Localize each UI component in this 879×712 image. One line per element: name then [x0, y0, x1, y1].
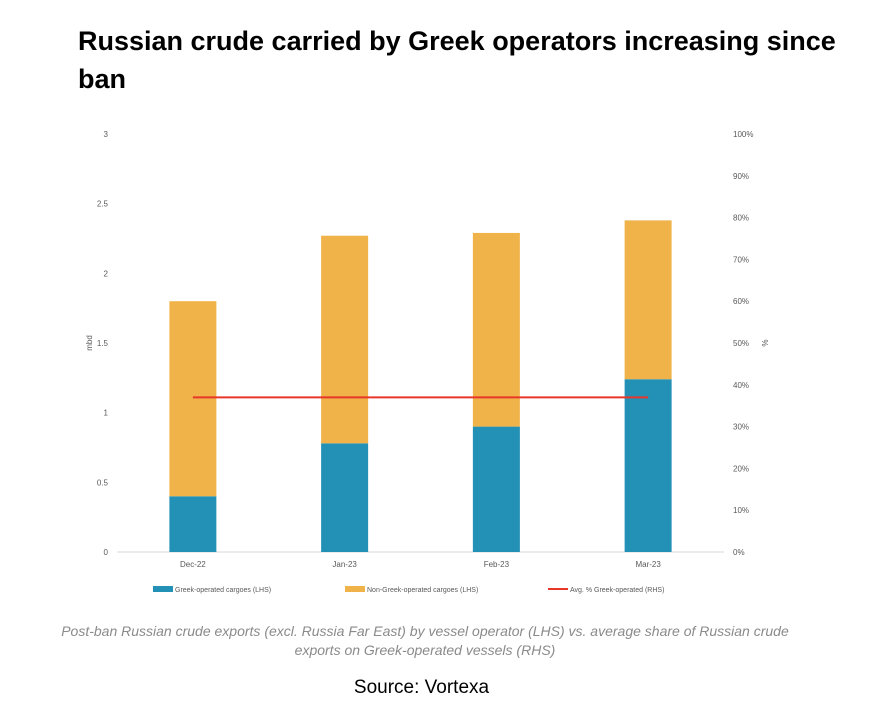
- x-tick-label: Mar-23: [635, 560, 661, 569]
- greek-operated-bar: [169, 496, 217, 552]
- non-greek-operated-bar: [472, 232, 520, 427]
- legend-swatch: [345, 586, 365, 592]
- bars-group: [169, 220, 672, 552]
- right-tick-label: 10%: [733, 506, 749, 515]
- left-tick-label: 2.5: [97, 200, 109, 209]
- chart-caption: Post-ban Russian crude exports (excl. Ru…: [61, 623, 789, 658]
- left-axis-ticks: 0 0.5 1 1.5 2 2.5 3: [97, 130, 109, 557]
- legend-swatch: [153, 586, 173, 592]
- right-tick-label: 90%: [733, 172, 749, 181]
- chart-title: Russian crude carried by Greek operators…: [78, 26, 836, 94]
- y-axis-title: mbd: [85, 335, 94, 351]
- right-tick-label: 30%: [733, 423, 749, 432]
- x-tick-label: Jan-23: [332, 560, 357, 569]
- right-axis-ticks: 0% 10% 20% 30% 40% 50% 60% 70% 80% 90% 100%: [733, 130, 753, 557]
- x-tick-label: Dec-22: [180, 560, 206, 569]
- right-tick-label: 20%: [733, 464, 749, 473]
- left-tick-label: 1: [104, 409, 109, 418]
- right-tick-label: 80%: [733, 214, 749, 223]
- right-tick-label: 50%: [733, 339, 749, 348]
- non-greek-operated-bar: [169, 301, 217, 497]
- right-tick-label: 60%: [733, 297, 749, 306]
- greek-operated-bar: [472, 426, 520, 552]
- greek-operated-bar: [624, 379, 672, 552]
- left-tick-label: 0.5: [97, 478, 109, 487]
- legend-label: Avg. % Greek-operated (RHS): [570, 587, 664, 594]
- right-tick-label: 70%: [733, 255, 749, 264]
- y2-axis-title: %: [760, 339, 769, 346]
- left-tick-label: 3: [104, 130, 109, 139]
- legend: Greek-operated cargoes (LHS) Non-Greek-op…: [153, 586, 664, 594]
- left-tick-label: 0: [104, 548, 109, 557]
- non-greek-operated-bar: [321, 235, 369, 444]
- right-tick-label: 100%: [733, 130, 753, 139]
- x-tick-label: Feb-23: [484, 560, 510, 569]
- right-tick-label: 40%: [733, 381, 749, 390]
- category-labels: Dec-22 Jan-23 Feb-23 Mar-23: [180, 560, 661, 569]
- legend-label: Non-Greek-operated cargoes (LHS): [367, 587, 478, 594]
- non-greek-operated-bar: [624, 220, 672, 380]
- legend-label: Greek-operated cargoes (LHS): [175, 587, 271, 594]
- left-tick-label: 1.5: [97, 339, 109, 348]
- greek-operated-bar: [321, 443, 369, 552]
- source-note: Source: Vortexa: [353, 677, 490, 698]
- left-tick-label: 2: [104, 269, 109, 278]
- right-tick-label: 0%: [733, 548, 745, 557]
